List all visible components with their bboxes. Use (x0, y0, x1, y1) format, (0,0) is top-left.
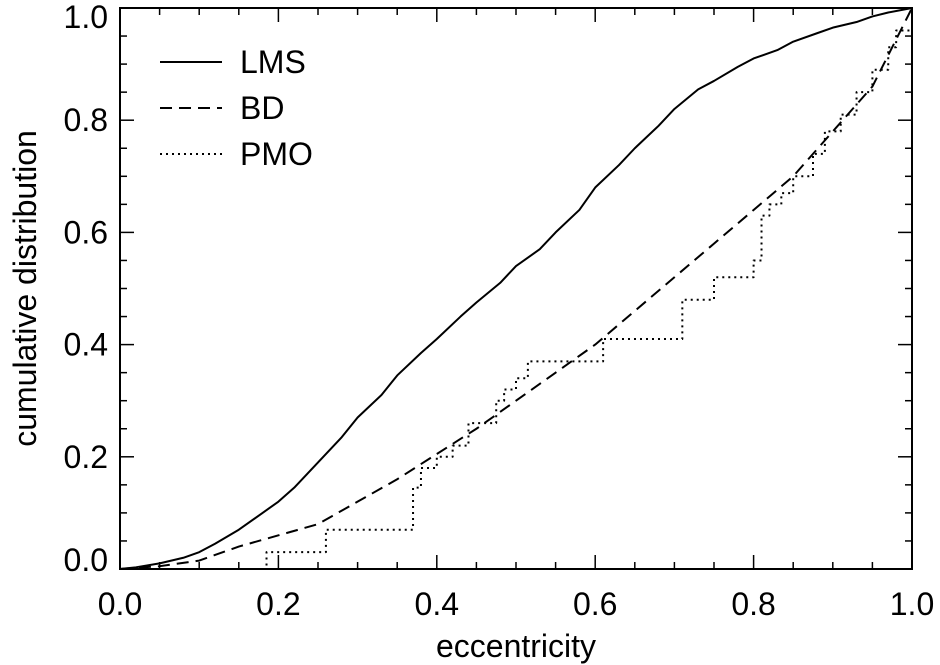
legend-label-bd: BD (240, 90, 284, 126)
y-tick-label: 0.8 (64, 102, 108, 138)
series-line-pmo (120, 8, 913, 570)
tick-labels-layer: 0.0 0.2 0.4 0.6 0.8 1.0 0.0 0.2 0.4 0.6 0.8 1.0 (64, 0, 935, 622)
y-tick-label: 0.0 (64, 542, 108, 578)
x-tick-label: 0.0 (98, 586, 142, 622)
y-tick-label: 0.4 (64, 327, 108, 363)
series-line-lms (119, 7, 913, 570)
plot-frame (119, 7, 913, 570)
x-tick-label: 1.0 (890, 586, 934, 622)
y-tick-label: 0.6 (64, 214, 108, 250)
legend-label-lms: LMS (240, 44, 306, 80)
series-line-bd (119, 7, 913, 570)
series-layer (119, 7, 913, 570)
x-axis-title: eccentricity (436, 628, 596, 664)
x-tick-label: 0.4 (415, 586, 459, 622)
legend: LMS BD PMO (160, 44, 313, 172)
y-tick-label: 0.2 (64, 439, 108, 475)
y-tick-label: 1.0 (64, 0, 108, 35)
ticks-layer (119, 7, 913, 570)
y-axis-title: cumulative distribution (7, 130, 43, 447)
x-tick-label: 0.6 (573, 586, 617, 622)
legend-label-pmo: PMO (240, 136, 313, 172)
x-tick-label: 0.2 (256, 586, 300, 622)
x-tick-label: 0.8 (731, 586, 775, 622)
